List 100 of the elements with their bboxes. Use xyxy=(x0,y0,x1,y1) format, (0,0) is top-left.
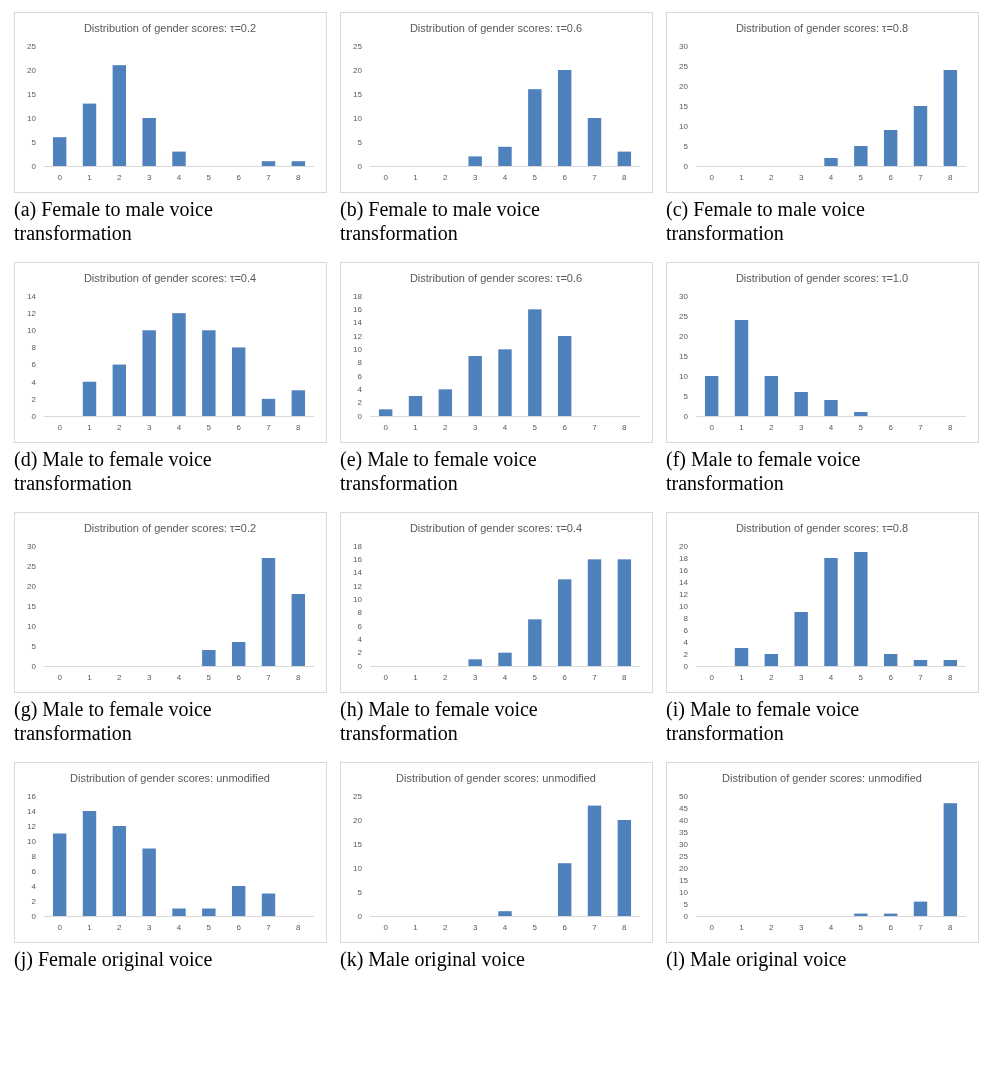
x-tick-label: 5 xyxy=(532,173,538,182)
x-tick-label: 8 xyxy=(622,923,628,932)
x-tick-label: 3 xyxy=(472,173,478,182)
bar xyxy=(617,151,632,166)
y-tick-label: 15 xyxy=(353,89,363,99)
y-tick-label: 18 xyxy=(353,541,363,551)
x-tick-label: 6 xyxy=(562,173,568,182)
y-tick-label: 10 xyxy=(679,887,689,897)
x-tick-label: 0 xyxy=(383,923,389,932)
y-tick-label: 40 xyxy=(679,815,689,825)
x-tick-label: 6 xyxy=(562,673,568,682)
x-tick-label: 7 xyxy=(592,423,598,432)
x-tick-label: 4 xyxy=(502,173,508,182)
bar xyxy=(468,659,482,666)
y-tick-label: 0 xyxy=(683,411,689,421)
bar xyxy=(261,398,276,416)
y-tick-label: 8 xyxy=(31,851,37,861)
bar xyxy=(854,146,868,166)
text: (g) Male to female voice transformation xyxy=(14,698,212,744)
y-tick-label: 10 xyxy=(27,836,37,846)
bar xyxy=(82,811,97,916)
bar xyxy=(231,347,246,416)
x-tick-label: 7 xyxy=(266,173,272,182)
x-tick-label: 6 xyxy=(236,423,242,432)
y-tick-label: 4 xyxy=(31,881,37,891)
bar xyxy=(528,619,542,666)
bar xyxy=(943,70,958,166)
x-tick-label: 0 xyxy=(709,423,715,432)
y-tick-label: 5 xyxy=(357,887,363,897)
x-tick-label: 1 xyxy=(413,423,419,432)
x-tick-label: 7 xyxy=(918,923,924,932)
text: (k) Male original voice xyxy=(340,948,526,971)
y-tick-label: 5 xyxy=(683,141,689,151)
y-tick-label: 16 xyxy=(27,791,37,801)
y-tick-label: 15 xyxy=(27,89,37,99)
bar xyxy=(261,161,276,166)
bar xyxy=(557,579,572,666)
x-tick-label: 7 xyxy=(266,423,272,432)
y-tick-label: 12 xyxy=(353,581,363,591)
x-tick-label: 3 xyxy=(472,423,478,432)
bar xyxy=(231,886,246,916)
bar xyxy=(112,65,127,166)
x-tick-label: 6 xyxy=(888,173,894,182)
x-tick-label: 5 xyxy=(206,423,212,432)
x-tick-label: 2 xyxy=(117,673,123,682)
bar xyxy=(202,908,216,916)
x-tick-label: 1 xyxy=(739,673,745,682)
y-tick-label: 20 xyxy=(679,541,689,551)
bar xyxy=(52,833,67,916)
x-tick-label: 2 xyxy=(117,423,123,432)
text: (l) Male original voice xyxy=(666,948,847,971)
y-tick-label: 2 xyxy=(357,398,363,408)
y-tick-label: 4 xyxy=(31,377,37,387)
bar xyxy=(557,70,572,166)
y-tick-label: 25 xyxy=(679,61,689,71)
y-tick-label: 20 xyxy=(353,65,363,75)
bar xyxy=(587,805,602,916)
bar xyxy=(408,396,423,416)
y-tick-label: 6 xyxy=(31,360,37,370)
x-tick-label: 8 xyxy=(948,673,954,682)
y-tick-label: 15 xyxy=(679,351,689,361)
y-tick-label: 5 xyxy=(683,899,689,909)
x-tick-label: 7 xyxy=(592,173,598,182)
y-tick-label: 30 xyxy=(679,291,689,301)
bar xyxy=(202,650,216,666)
x-tick-label: 7 xyxy=(918,423,924,432)
x-tick-label: 3 xyxy=(798,673,804,682)
y-tick-label: 6 xyxy=(31,866,37,876)
x-tick-label: 1 xyxy=(87,423,93,432)
y-tick-label: 15 xyxy=(353,839,363,849)
y-tick-label: 35 xyxy=(679,827,689,837)
y-tick-label: 20 xyxy=(353,815,363,825)
x-tick-label: 3 xyxy=(146,173,152,182)
text: (f) Male to female voice transformation xyxy=(666,448,861,494)
text: (e) Male to female voice transformation xyxy=(340,448,537,494)
x-tick-label: 0 xyxy=(57,173,63,182)
y-tick-label: 10 xyxy=(27,326,37,336)
y-tick-label: 2 xyxy=(357,648,363,658)
bar xyxy=(498,911,512,916)
y-tick-label: 16 xyxy=(353,555,363,565)
y-tick-label: 8 xyxy=(31,343,37,353)
text: (c) Female to male voice transformation xyxy=(666,198,865,244)
bar xyxy=(291,390,306,416)
x-tick-label: 3 xyxy=(798,173,804,182)
y-tick-label: 4 xyxy=(357,635,363,645)
x-tick-label: 7 xyxy=(592,923,598,932)
y-tick-label: 5 xyxy=(31,137,37,147)
x-tick-label: 0 xyxy=(709,923,715,932)
y-tick-label: 12 xyxy=(679,589,689,599)
bar xyxy=(883,130,898,166)
x-tick-label: 0 xyxy=(709,173,715,182)
x-tick-label: 2 xyxy=(769,923,775,932)
x-tick-label: 3 xyxy=(472,923,478,932)
x-tick-label: 3 xyxy=(798,923,804,932)
chart-title: Distribution of gender scores: τ=0.4 xyxy=(83,272,257,284)
x-tick-label: 8 xyxy=(622,673,628,682)
text: (j) Female original voice xyxy=(14,948,213,971)
y-tick-label: 20 xyxy=(679,81,689,91)
x-tick-label: 0 xyxy=(57,423,63,432)
y-tick-label: 25 xyxy=(353,41,363,51)
